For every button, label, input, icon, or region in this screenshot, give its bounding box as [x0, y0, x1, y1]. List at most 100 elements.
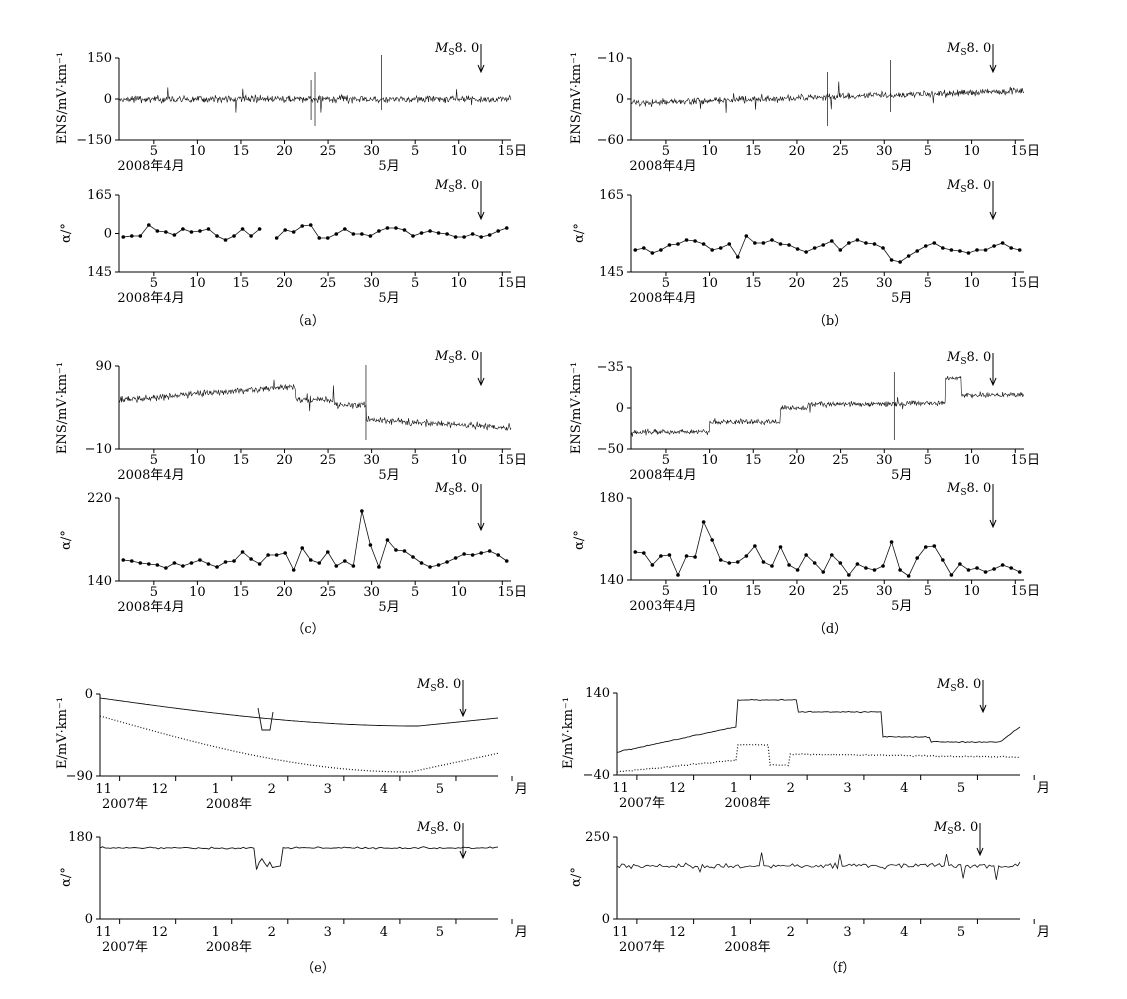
a-alpha-point — [240, 227, 245, 231]
c-alpha-point — [487, 549, 492, 553]
e-alpha-ylabel: α/° — [59, 867, 74, 887]
c-alpha-point — [266, 553, 270, 557]
c-alpha-point — [215, 565, 219, 569]
e-alpha-arrowhead — [459, 850, 467, 860]
e-e-event-label: MS8. 0 — [416, 677, 461, 694]
d-alpha-point — [684, 554, 689, 558]
c-alpha-point — [470, 553, 475, 557]
c-alpha-xtick-label: 10 — [189, 585, 206, 600]
c-alpha-point — [368, 543, 373, 547]
b-alpha-ylabel: α/° — [572, 223, 587, 243]
d-alpha-point — [642, 551, 646, 555]
a-ens-ytick-label: −150 — [76, 133, 112, 148]
d-ens-series-line — [630, 376, 1025, 437]
a-alpha-point — [198, 229, 202, 233]
b-ens-ytick-label: −60 — [597, 133, 624, 148]
b-alpha-point — [642, 246, 646, 250]
e-e-xtick-label: 4 — [380, 782, 388, 797]
f-e-xtick-label: 3 — [843, 781, 851, 796]
caption-d: （d） — [813, 622, 847, 637]
a-alpha-point — [445, 232, 449, 236]
d-alpha-event-label: MS8. 0 — [946, 481, 991, 498]
d-alpha-point — [949, 573, 954, 577]
f-e-year-label: 2008年 — [725, 796, 771, 811]
e-alpha-xtick-label: 4 — [380, 925, 388, 940]
c-ens-month-label: 5月 — [378, 468, 399, 483]
a-alpha-xtick-label: 10 — [189, 276, 206, 291]
a-ens-xtick-label: 20 — [276, 144, 293, 159]
c-alpha-point — [428, 565, 432, 569]
d-ens-ytick-label: −35 — [597, 360, 624, 375]
c-alpha-point — [240, 550, 245, 554]
a-alpha-point — [487, 233, 492, 237]
f-alpha-axes — [616, 837, 1020, 920]
c-alpha-point — [317, 561, 322, 565]
c-ens-xtick-label: 15 — [233, 453, 250, 468]
d-alpha-point — [838, 561, 843, 565]
c-alpha-point — [300, 546, 305, 550]
f-e-xtick-label: 5 — [957, 781, 965, 796]
e-alpha-xtick-label: 2 — [268, 925, 276, 940]
c-alpha-xtick-label: 30 — [363, 585, 380, 600]
b-alpha-point — [770, 238, 774, 242]
b-alpha-point — [787, 243, 791, 247]
a-ens-xtick-label: 15日 — [498, 144, 528, 159]
b-alpha-point — [718, 246, 723, 250]
d-alpha-point — [847, 573, 851, 577]
c-alpha-point — [223, 560, 228, 564]
c-alpha-point — [385, 538, 390, 542]
d-alpha-ytick-label: 140 — [599, 573, 624, 588]
c-ens-event-label: MS8. 0 — [434, 349, 479, 366]
c-ens-xtick-label: 5 — [411, 453, 419, 468]
a-alpha-point — [462, 235, 466, 239]
c-alpha-point — [325, 550, 330, 554]
c-alpha-point — [206, 562, 211, 566]
d-ens-xtick-label: 5 — [924, 453, 932, 468]
e-alpha-year-label: 2008年 — [206, 940, 252, 955]
a-alpha-point — [504, 226, 509, 230]
d-ens-xtick-label: 15 — [745, 453, 762, 468]
b-alpha-point — [701, 242, 706, 246]
d-ens-xtick-label: 10 — [701, 453, 718, 468]
f-e-xtick-label: 11 — [612, 781, 629, 796]
b-alpha-point — [744, 234, 749, 238]
e-e-xtick-label: 1 — [212, 782, 220, 797]
a-ens-xtick-label: 30 — [363, 144, 380, 159]
e-e-xtick-label: 3 — [324, 782, 332, 797]
d-ens-month-label: 5月 — [891, 468, 912, 483]
c-alpha-axes — [118, 498, 511, 582]
d-ens-xtick-label: 30 — [876, 453, 893, 468]
a-alpha-point — [283, 228, 287, 232]
d-alpha-point — [633, 550, 638, 554]
c-alpha-point — [147, 562, 151, 566]
b-alpha-ytick-label: 165 — [599, 188, 624, 203]
a-ens-year-label: 2008年4月 — [117, 159, 184, 174]
e-e-series-solid — [99, 697, 499, 727]
c-ens-xtick-label: 25 — [320, 453, 337, 468]
a-alpha-point — [291, 230, 296, 234]
b-ens-xtick-label: 15 — [745, 144, 762, 159]
b-alpha-point — [958, 249, 962, 253]
d-alpha-point — [966, 568, 971, 572]
f-e-ytick-label: 140 — [585, 686, 610, 701]
b-alpha-point — [812, 246, 817, 250]
c-alpha-point — [121, 558, 126, 562]
d-alpha-point — [855, 562, 860, 566]
d-alpha-xtick-label: 5 — [924, 584, 932, 599]
a-alpha-point — [138, 234, 143, 238]
b-alpha-point — [915, 249, 920, 253]
e-alpha-ytick-label: 0 — [85, 912, 93, 927]
c-ens-ytick-label: 90 — [95, 359, 112, 374]
b-alpha-point — [795, 247, 800, 251]
b-alpha-point — [864, 241, 868, 245]
b-alpha-point — [932, 241, 937, 245]
c-alpha-arrowhead — [477, 522, 485, 532]
a-ens-event-label: MS8. 0 — [434, 41, 479, 58]
c-alpha-point — [377, 565, 381, 569]
b-alpha-xtick-label: 25 — [832, 276, 849, 291]
a-alpha-ylabel: α/° — [59, 223, 74, 243]
a-alpha-point — [300, 224, 305, 228]
a-ens-xtick-label: 10 — [189, 144, 206, 159]
b-alpha-month-label: 5月 — [891, 291, 912, 306]
b-ens-xtick-label: 15日 — [1010, 144, 1040, 159]
